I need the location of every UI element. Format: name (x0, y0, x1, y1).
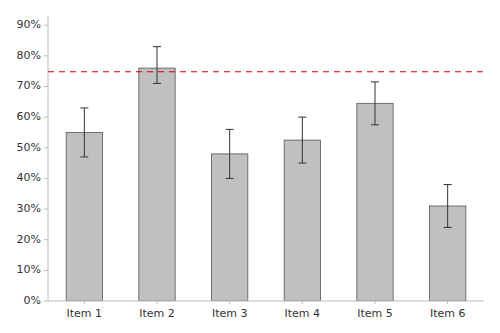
y-axis: 0% 10% 20% 30% 40% 50% 60% 70% 80% 90% (17, 16, 48, 307)
error-bar-upper (298, 117, 306, 140)
y-tick (44, 270, 48, 271)
y-tick (44, 86, 48, 87)
error-bar-upper (80, 108, 88, 133)
x-tick-label: Item 1 (67, 307, 103, 320)
reference-line (48, 71, 484, 72)
bar (357, 103, 393, 301)
y-tick-label: 80% (17, 49, 41, 62)
y-tick (44, 117, 48, 118)
y-tick (44, 239, 48, 240)
x-axis-line (48, 301, 484, 302)
x-tick-label: Item 4 (285, 307, 321, 320)
x-tick-label: Item 3 (212, 307, 248, 320)
y-tick (44, 209, 48, 210)
y-tick-label: 50% (17, 141, 41, 154)
error-bar-lower (298, 140, 306, 163)
chart: 0%10%20%30%40%50%60%70%80%90%Item 1Item … (0, 0, 500, 333)
x-tick (375, 301, 376, 304)
y-tick (44, 55, 48, 56)
error-bar-lower (80, 132, 88, 157)
error-bar-upper (444, 185, 452, 206)
x-tick-label: Item 2 (139, 307, 175, 320)
x-tick-label: Item 6 (430, 307, 466, 320)
x-tick-label: Item 5 (357, 307, 393, 320)
y-tick (44, 25, 48, 26)
y-tick-label: 30% (17, 202, 41, 215)
y-tick (44, 301, 48, 302)
x-tick (447, 301, 448, 304)
error-bar-upper (226, 129, 234, 154)
y-tick-label: 40% (17, 171, 41, 184)
y-tick-label: 90% (17, 18, 41, 31)
y-axis-line (48, 16, 49, 301)
chart-container: 0%10%20%30%40%50%60%70%80%90%Item 1Item … (0, 0, 500, 333)
error-bar-upper (153, 47, 161, 68)
x-axis: Item 1 Item 2 Item 3 Item 4 Item 5 Item 6 (48, 301, 484, 320)
bar (212, 154, 248, 301)
y-tick-label: 10% (17, 263, 41, 276)
x-tick (302, 301, 303, 304)
error-bar-lower (371, 103, 379, 124)
error-bar-lower (153, 68, 161, 83)
bar (284, 140, 320, 301)
x-tick (84, 301, 85, 304)
y-tick-label: 20% (17, 233, 41, 246)
error-bar-upper (371, 82, 379, 103)
bar (430, 206, 466, 301)
bar (139, 68, 175, 301)
error-bar-lower (226, 154, 234, 179)
bar (66, 132, 102, 301)
y-tick-label: 0% (24, 294, 41, 307)
y-tick-label: 60% (17, 110, 41, 123)
y-tick (44, 147, 48, 148)
x-tick (157, 301, 158, 304)
y-tick (44, 178, 48, 179)
error-bar-lower (444, 206, 452, 227)
y-tick-label: 70% (17, 79, 41, 92)
x-tick (229, 301, 230, 304)
plot-area (48, 47, 484, 301)
